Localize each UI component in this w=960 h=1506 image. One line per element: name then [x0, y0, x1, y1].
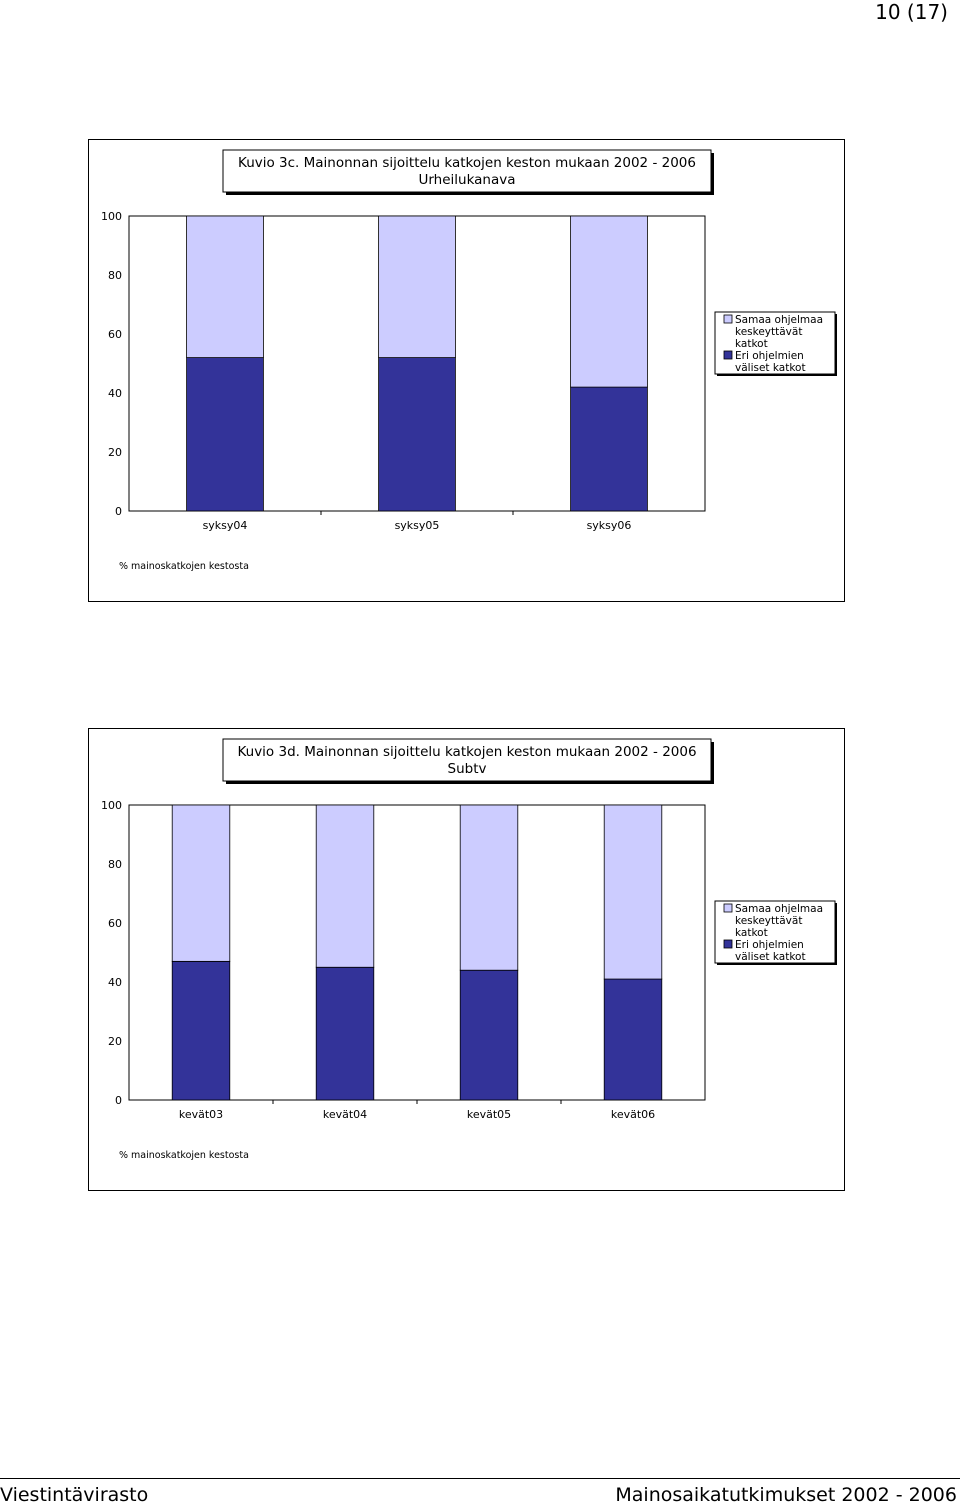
bar-segment — [315, 966, 375, 1101]
y-tick-label: 40 — [108, 976, 122, 989]
chart-subtitle: Urheilukanava — [418, 172, 515, 188]
y-tick-label: 60 — [108, 917, 122, 930]
y-tick-label: 40 — [108, 387, 122, 400]
page-number: 10 (17) — [875, 0, 948, 24]
y-tick-label: 0 — [115, 1094, 122, 1107]
footer-document-title: Mainosaikatutkimukset 2002 - 2006 — [615, 1484, 957, 1506]
title-box — [222, 738, 712, 782]
chart-title: Kuvio 3d. Mainonnan sijoittelu katkojen … — [237, 744, 696, 760]
bar-segment — [570, 386, 648, 512]
bar-segment — [315, 804, 375, 968]
chart-svg: Kuvio 3d. Mainonnan sijoittelu katkojen … — [101, 738, 837, 1161]
legend-swatch — [723, 939, 733, 949]
bar-segment — [459, 969, 519, 1101]
chart-title: Kuvio 3c. Mainonnan sijoittelu katkojen … — [238, 155, 696, 171]
legend-label: väliset katkot — [735, 362, 806, 374]
bar-segment — [171, 960, 231, 1101]
y-tick-label: 20 — [108, 446, 122, 459]
footer-divider — [0, 1478, 960, 1479]
legend-label: keskeyttävät — [735, 326, 802, 338]
legend-swatch — [723, 314, 733, 324]
x-tick-label: syksy04 — [203, 519, 248, 532]
bar-segment — [186, 357, 264, 512]
legend-swatch — [723, 350, 733, 360]
x-tick-label: syksy05 — [395, 519, 440, 532]
chart-3c: Kuvio 3c. Mainonnan sijoittelu katkojen … — [88, 139, 845, 602]
bar-segment — [186, 215, 264, 359]
legend-swatch — [723, 903, 733, 913]
bar-segment — [378, 215, 456, 359]
x-tick-label: kevät03 — [179, 1108, 223, 1121]
footer-organization: Viestintävirasto — [0, 1484, 149, 1506]
legend-label: katkot — [735, 927, 768, 939]
y-tick-label: 60 — [108, 328, 122, 341]
bar-segment — [459, 804, 519, 971]
chart-3d: Kuvio 3d. Mainonnan sijoittelu katkojen … — [88, 728, 845, 1191]
bar-segment — [603, 804, 663, 980]
chart-subtitle: Subtv — [448, 761, 487, 777]
y-axis-label: % mainoskatkojen kestosta — [119, 1150, 249, 1161]
legend-label: Eri ohjelmien — [735, 350, 804, 362]
bar-segment — [171, 804, 231, 962]
bar-segment — [570, 215, 648, 388]
legend-label: keskeyttävät — [735, 915, 802, 927]
x-tick-label: kevät06 — [611, 1108, 655, 1121]
y-axis-label: % mainoskatkojen kestosta — [119, 561, 249, 572]
bar-segment — [603, 978, 663, 1101]
y-tick-label: 80 — [108, 858, 122, 871]
y-tick-label: 20 — [108, 1035, 122, 1048]
y-tick-label: 80 — [108, 269, 122, 282]
legend-label: väliset katkot — [735, 951, 806, 963]
legend-box — [714, 900, 836, 964]
legend-label: Samaa ohjelmaa — [735, 903, 823, 915]
x-tick-label: syksy06 — [587, 519, 632, 532]
x-tick-label: kevät05 — [467, 1108, 511, 1121]
legend-box — [714, 311, 836, 375]
y-tick-label: 100 — [101, 210, 122, 223]
chart-svg: Kuvio 3c. Mainonnan sijoittelu katkojen … — [101, 149, 837, 572]
x-tick-label: kevät04 — [323, 1108, 367, 1121]
legend-label: katkot — [735, 338, 768, 350]
y-tick-label: 100 — [101, 799, 122, 812]
legend-label: Eri ohjelmien — [735, 939, 804, 951]
y-tick-label: 0 — [115, 505, 122, 518]
bar-segment — [378, 357, 456, 512]
title-box — [222, 149, 712, 193]
legend-label: Samaa ohjelmaa — [735, 314, 823, 326]
